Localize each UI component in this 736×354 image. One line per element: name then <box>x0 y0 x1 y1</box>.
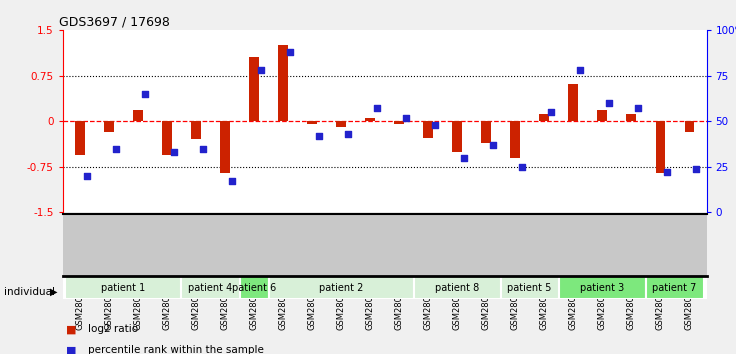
Point <box>400 115 412 120</box>
Bar <box>182 276 239 299</box>
Text: percentile rank within the sample: percentile rank within the sample <box>88 346 264 354</box>
Point <box>313 133 325 139</box>
Bar <box>423 121 433 138</box>
Text: patient 8: patient 8 <box>435 282 479 293</box>
Bar <box>163 121 171 155</box>
Text: patient 2: patient 2 <box>319 282 364 293</box>
Bar <box>645 276 704 299</box>
Text: ▶: ▶ <box>50 287 57 297</box>
Point <box>197 146 209 152</box>
Point <box>284 49 296 55</box>
Text: log2 ratio: log2 ratio <box>88 324 138 334</box>
Point <box>690 166 702 171</box>
Point <box>168 149 180 155</box>
Point <box>661 170 673 175</box>
Text: patient 3: patient 3 <box>580 282 624 293</box>
Point <box>545 109 557 115</box>
Bar <box>191 121 201 139</box>
Point <box>458 155 470 161</box>
Bar <box>481 121 491 143</box>
Point <box>574 67 586 73</box>
Bar <box>626 114 636 121</box>
Text: ■: ■ <box>66 346 77 354</box>
Bar <box>105 121 113 132</box>
Bar <box>278 45 288 121</box>
Bar <box>365 118 375 121</box>
Text: individual: individual <box>4 287 54 297</box>
Point <box>516 164 528 170</box>
Bar <box>414 276 500 299</box>
Bar <box>336 121 346 127</box>
Bar <box>133 110 143 121</box>
Point <box>487 142 499 148</box>
Bar <box>269 276 414 299</box>
Text: ■: ■ <box>66 324 77 334</box>
Text: GDS3697 / 17698: GDS3697 / 17698 <box>60 16 170 29</box>
Bar <box>239 276 269 299</box>
Bar <box>220 121 230 173</box>
Point <box>429 122 441 128</box>
Bar <box>308 121 316 124</box>
Point <box>371 105 383 111</box>
Bar <box>598 110 606 121</box>
Point <box>110 146 122 152</box>
Point <box>604 100 615 106</box>
Text: patient 5: patient 5 <box>507 282 552 293</box>
Bar <box>75 121 85 155</box>
Point <box>632 105 644 111</box>
Text: patient 1: patient 1 <box>102 282 146 293</box>
Bar <box>559 276 645 299</box>
Bar <box>453 121 461 152</box>
Point <box>81 173 93 179</box>
Bar <box>684 121 694 132</box>
Point <box>255 67 267 73</box>
Point <box>226 178 238 184</box>
Bar <box>539 114 549 121</box>
Point <box>139 91 151 97</box>
Bar <box>500 276 559 299</box>
Bar <box>250 57 258 121</box>
Text: patient 6: patient 6 <box>232 282 276 293</box>
Text: patient 4: patient 4 <box>188 282 233 293</box>
Bar <box>66 276 182 299</box>
Point <box>342 131 354 137</box>
Text: patient 7: patient 7 <box>652 282 697 293</box>
Bar <box>568 84 578 121</box>
Bar <box>656 121 665 173</box>
Bar <box>394 121 404 124</box>
Bar <box>511 121 520 158</box>
